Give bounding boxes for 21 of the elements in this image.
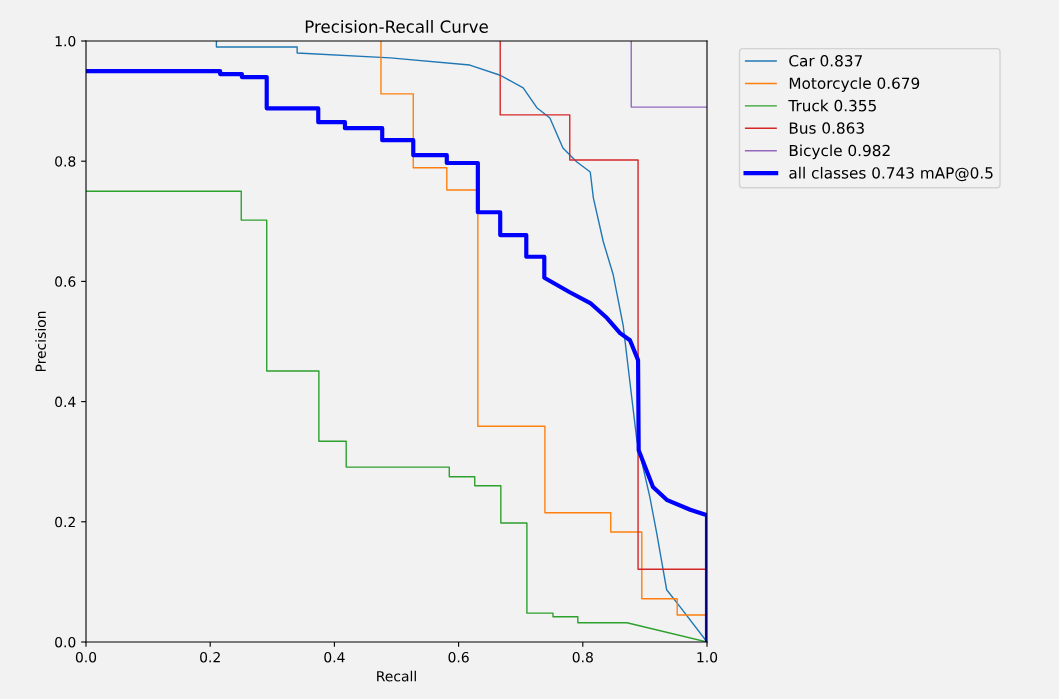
legend-label: Bus 0.863 (789, 122, 864, 134)
x-tick-label: 0.0 (75, 651, 97, 663)
x-tick-label: 0.2 (200, 651, 220, 663)
y-tick-label: 0.4 (55, 396, 76, 408)
y-tick-label: 0.6 (55, 276, 76, 287)
legend-label: Motorcycle 0.679 (789, 77, 920, 92)
x-tick-label: 0.6 (448, 651, 469, 663)
legend-label: Bicycle 0.982 (789, 144, 890, 160)
y-tick-label: 0.0 (55, 636, 76, 648)
y-tick-label: 0.2 (55, 516, 75, 528)
x-tick-label: 1.0 (697, 651, 718, 663)
y-tick-label: 1.0 (55, 35, 76, 47)
y-tick-label: 0.8 (55, 156, 76, 167)
x-axis-title: Recall (377, 670, 416, 682)
x-tick-label: 0.8 (572, 651, 593, 663)
x-tick-label: 0.4 (324, 651, 345, 663)
legend-label: all classes 0.743 mAP@0.5 (789, 166, 993, 182)
legend-label: Car 0.837 (789, 55, 862, 67)
legend-label: Truck 0.355 (788, 99, 876, 112)
y-axis-title: Precision (35, 311, 46, 372)
chart-title: Precision-Recall Curve (305, 20, 488, 33)
